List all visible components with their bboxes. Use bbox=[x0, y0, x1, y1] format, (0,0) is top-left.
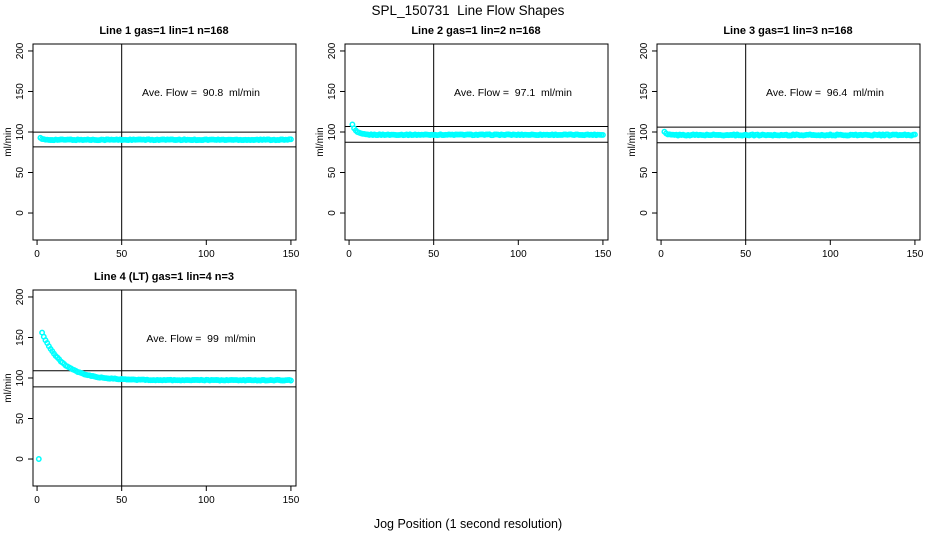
x-tick-label: 150 bbox=[283, 249, 300, 260]
ave-flow-annotation: Ave. Flow = 97.1 ml/min bbox=[454, 87, 572, 99]
data-points bbox=[349, 121, 606, 139]
y-tick-label: 200 bbox=[15, 288, 26, 305]
y-tick-label: 50 bbox=[15, 413, 26, 425]
y-tick-label: 0 bbox=[639, 210, 650, 216]
y-axis-label: ml/min bbox=[315, 127, 326, 156]
plot-draw-layer: 0 50 100 150 0 50 100 150 200 bbox=[15, 288, 300, 506]
plot-draw-layer: 0 50 100 150 0 50 100 150 200 bbox=[639, 42, 924, 260]
x-tick-label: 0 bbox=[34, 249, 40, 260]
plot-box bbox=[344, 43, 609, 241]
y-tick-label: 0 bbox=[327, 210, 338, 216]
y-tick-label: 150 bbox=[327, 83, 338, 100]
y-tick-label: 50 bbox=[15, 167, 26, 179]
y-axis: 0 50 100 150 200 bbox=[639, 42, 657, 216]
y-tick-label: 100 bbox=[15, 123, 26, 140]
data-points bbox=[35, 329, 294, 462]
x-tick-label: 0 bbox=[346, 249, 352, 260]
y-tick-label: 150 bbox=[15, 329, 26, 346]
y-tick-label: 200 bbox=[327, 42, 338, 59]
data-point bbox=[287, 377, 294, 384]
flow-panel-3: 0 50 100 150 0 50 100 150 200 Line 3 gas=1 lin=3… bbox=[624, 20, 936, 282]
x-tick-label: 100 bbox=[510, 249, 527, 260]
y-axis-label: ml/min bbox=[3, 373, 14, 402]
data-points bbox=[661, 128, 918, 139]
data-point bbox=[35, 456, 42, 462]
x-tick-label: 50 bbox=[116, 249, 128, 260]
panel-title: Line 2 gas=1 lin=2 n=168 bbox=[411, 25, 540, 37]
plot-area-3: 0 50 100 150 0 50 100 150 200 Line 3 gas=1 lin=3… bbox=[627, 25, 924, 260]
y-axis: 0 50 100 150 200 bbox=[15, 42, 33, 216]
panel-title: Line 1 gas=1 lin=1 n=168 bbox=[99, 25, 228, 37]
plot-draw-layer: 0 50 100 150 0 50 100 150 200 bbox=[15, 42, 300, 260]
data-point bbox=[287, 136, 294, 143]
x-tick-label: 0 bbox=[658, 249, 664, 260]
y-tick-label: 100 bbox=[327, 123, 338, 140]
y-tick-label: 50 bbox=[327, 167, 338, 179]
y-axis: 0 50 100 150 200 bbox=[327, 42, 345, 216]
flow-panel-4: 0 50 100 150 0 50 100 150 200 Line 4 (LT) gas=1 … bbox=[0, 266, 312, 528]
y-tick-label: 150 bbox=[15, 83, 26, 100]
y-tick-label: 50 bbox=[639, 167, 650, 179]
y-tick-label: 150 bbox=[639, 83, 650, 100]
x-tick-label: 100 bbox=[198, 495, 215, 506]
plot-draw-layer: 0 50 100 150 0 50 100 150 200 bbox=[327, 42, 612, 260]
y-tick-label: 100 bbox=[639, 123, 650, 140]
reference-lines bbox=[657, 44, 920, 240]
x-axis-label: Jog Position (1 second resolution) bbox=[373, 517, 563, 531]
x-tick-label: 150 bbox=[595, 249, 612, 260]
flow-panel-1: 0 50 100 150 0 50 100 150 200 Line 1 gas=1 lin=1… bbox=[0, 20, 312, 282]
y-tick-label: 0 bbox=[15, 456, 26, 462]
x-tick-label: 50 bbox=[428, 249, 440, 260]
panel-title: Line 4 (LT) gas=1 lin=4 n=3 bbox=[94, 271, 234, 283]
plot-area-1: 0 50 100 150 0 50 100 150 200 Line 1 gas=1 lin=1… bbox=[3, 25, 300, 260]
y-tick-label: 200 bbox=[639, 42, 650, 59]
plot-area-4: 0 50 100 150 0 50 100 150 200 Line 4 (LT) gas=1 … bbox=[3, 271, 300, 506]
x-tick-label: 0 bbox=[34, 495, 40, 506]
x-axis: 0 50 100 150 bbox=[34, 486, 300, 506]
y-tick-label: 100 bbox=[15, 369, 26, 386]
plot-box bbox=[32, 289, 297, 487]
x-axis: 0 50 100 150 bbox=[346, 240, 612, 260]
x-tick-label: 150 bbox=[907, 249, 924, 260]
ave-flow-annotation: Ave. Flow = 96.4 ml/min bbox=[766, 87, 884, 99]
plot-box bbox=[656, 43, 921, 241]
y-axis-label: ml/min bbox=[3, 127, 14, 156]
x-tick-label: 50 bbox=[116, 495, 128, 506]
reference-lines bbox=[345, 44, 608, 240]
y-tick-label: 0 bbox=[15, 210, 26, 216]
flow-panel-2: 0 50 100 150 0 50 100 150 200 Line 2 gas=1 lin=2… bbox=[312, 20, 624, 282]
reference-lines bbox=[33, 290, 296, 486]
x-axis: 0 50 100 150 bbox=[658, 240, 924, 260]
data-point bbox=[911, 131, 918, 138]
plot-area-2: 0 50 100 150 0 50 100 150 200 Line 2 gas=1 lin=2… bbox=[315, 25, 612, 260]
x-tick-label: 50 bbox=[740, 249, 752, 260]
panel-title: Line 3 gas=1 lin=3 n=168 bbox=[723, 25, 852, 37]
y-axis: 0 50 100 150 200 bbox=[15, 288, 33, 462]
y-axis-label: ml/min bbox=[627, 127, 638, 156]
y-tick-label: 200 bbox=[15, 42, 26, 59]
figure-title: SPL_150731 Line Flow Shapes bbox=[371, 3, 565, 18]
data-points bbox=[37, 134, 294, 144]
x-axis: 0 50 100 150 bbox=[34, 240, 300, 260]
x-tick-label: 100 bbox=[198, 249, 215, 260]
data-point bbox=[599, 131, 606, 138]
ave-flow-annotation: Ave. Flow = 90.8 ml/min bbox=[142, 87, 260, 99]
plot-box bbox=[32, 43, 297, 241]
x-tick-label: 150 bbox=[283, 495, 300, 506]
ave-flow-annotation: Ave. Flow = 99 ml/min bbox=[146, 333, 255, 345]
x-tick-label: 100 bbox=[822, 249, 839, 260]
